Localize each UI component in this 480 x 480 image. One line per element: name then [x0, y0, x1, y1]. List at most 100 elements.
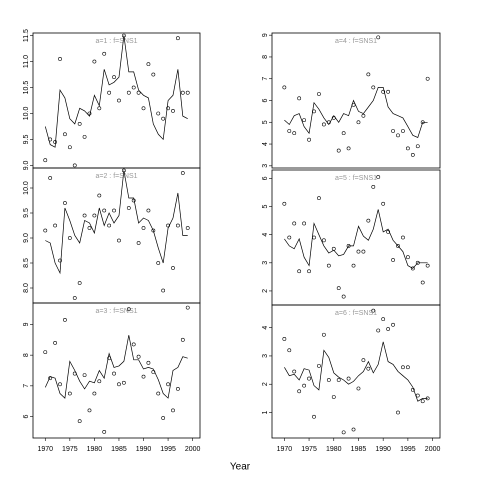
- point: [356, 249, 361, 254]
- y-tick-label: 9.0: [23, 160, 30, 170]
- point: [391, 258, 395, 262]
- point: [82, 213, 87, 218]
- point: [287, 235, 292, 240]
- point: [386, 327, 391, 331]
- y-tick-label: 6: [23, 414, 30, 418]
- point: [180, 90, 185, 95]
- point: [371, 184, 376, 189]
- point: [371, 308, 376, 313]
- point: [43, 228, 48, 233]
- point: [410, 266, 415, 271]
- panel-frame: [271, 304, 441, 439]
- y-tick-label: 10.0: [23, 181, 30, 195]
- point: [87, 408, 92, 413]
- line: [44, 335, 188, 399]
- point: [126, 206, 131, 210]
- point: [87, 226, 92, 230]
- x-tick-label: 1985: [351, 446, 367, 453]
- point: [376, 175, 381, 179]
- point: [381, 317, 386, 322]
- x-tick-label: 2000: [425, 446, 441, 453]
- y-tick-label: 6: [262, 176, 269, 180]
- panel-title: a=5 : f=SNS1: [335, 175, 377, 182]
- point: [97, 193, 102, 198]
- y-tick-label: 1: [262, 410, 269, 414]
- point: [381, 201, 386, 206]
- point: [366, 72, 371, 77]
- point: [92, 391, 97, 396]
- point: [53, 223, 58, 228]
- point: [175, 223, 180, 228]
- point: [326, 263, 331, 268]
- point: [67, 236, 72, 240]
- point: [317, 363, 321, 368]
- point: [376, 328, 381, 333]
- point: [317, 196, 321, 201]
- point: [77, 281, 82, 285]
- point: [63, 201, 67, 205]
- point: [185, 226, 190, 230]
- point: [396, 244, 400, 248]
- point: [63, 132, 67, 137]
- y-tick-label: 8: [262, 55, 269, 59]
- y-tick-label: 8.5: [23, 258, 30, 268]
- point: [97, 106, 102, 111]
- point: [171, 408, 175, 413]
- x-tick-label: 1995: [400, 446, 416, 453]
- panel-title: a=6 : f=SNS1: [335, 310, 377, 317]
- x-tick-label: 1990: [375, 446, 391, 453]
- y-tick-label: 11.0: [23, 55, 30, 68]
- point: [307, 376, 311, 381]
- point: [381, 89, 386, 94]
- point: [185, 90, 190, 95]
- point: [92, 213, 97, 218]
- panel-title: a=1 : f=SNS1: [95, 38, 137, 45]
- point: [401, 365, 405, 370]
- point: [282, 85, 287, 90]
- point: [131, 342, 136, 347]
- point: [156, 261, 161, 265]
- y-tick-label: 8: [23, 353, 30, 357]
- point: [282, 337, 287, 341]
- x-axis-label: Year: [230, 462, 251, 473]
- y-tick-label: 9.0: [23, 233, 30, 243]
- line: [284, 87, 428, 138]
- point: [297, 389, 302, 394]
- point: [43, 158, 48, 163]
- point: [410, 387, 415, 392]
- point: [121, 380, 126, 385]
- point: [341, 131, 346, 136]
- point: [58, 258, 62, 263]
- point: [297, 96, 302, 101]
- point: [82, 373, 87, 378]
- point: [297, 269, 302, 274]
- point: [166, 382, 170, 387]
- point: [126, 307, 131, 312]
- point: [366, 218, 371, 223]
- point: [146, 360, 151, 365]
- y-tick-label: 7: [262, 77, 269, 81]
- point: [292, 221, 297, 226]
- point: [156, 391, 161, 396]
- point: [107, 223, 112, 228]
- point: [282, 201, 287, 206]
- point: [396, 410, 400, 415]
- point: [171, 266, 175, 270]
- point: [361, 113, 366, 118]
- point: [351, 427, 356, 432]
- point: [376, 35, 381, 40]
- point: [326, 378, 331, 382]
- point: [136, 241, 141, 245]
- point: [112, 208, 116, 213]
- point: [63, 317, 67, 322]
- point: [131, 85, 136, 90]
- point: [356, 386, 361, 391]
- point: [346, 146, 351, 151]
- point: [185, 305, 190, 310]
- panel-frame: [32, 32, 201, 169]
- y-tick-label: 9: [262, 33, 269, 37]
- point: [425, 263, 430, 268]
- point: [146, 208, 151, 213]
- point: [302, 383, 307, 388]
